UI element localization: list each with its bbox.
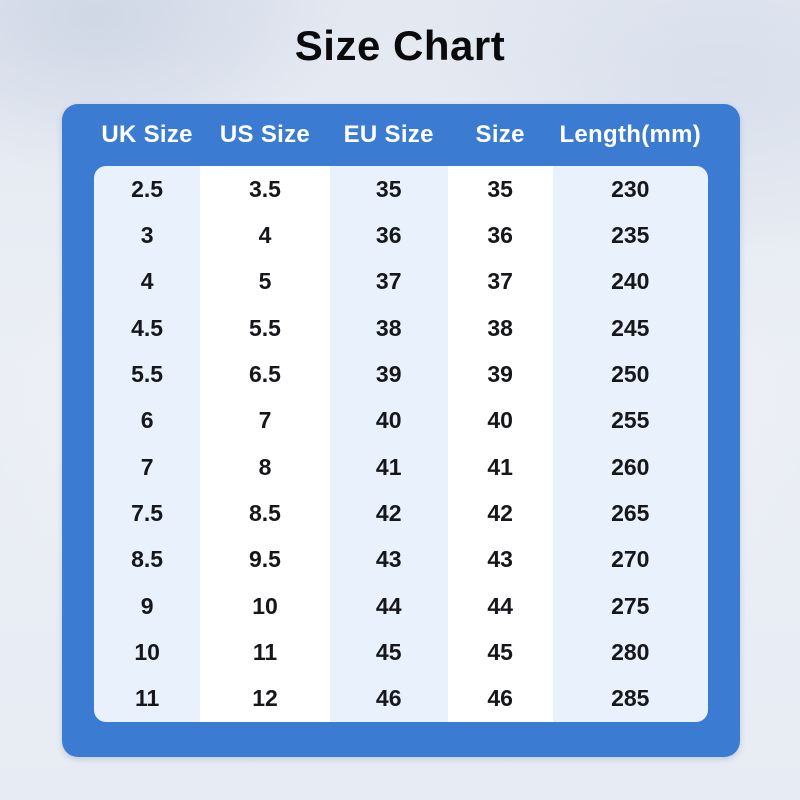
- table-cell: 46: [447, 675, 553, 722]
- table-cell: 35: [447, 166, 553, 213]
- table-cell: 275: [552, 582, 708, 630]
- table-cell: 7.5: [94, 490, 201, 537]
- table-row: 8.5 9.5 43 43 270: [94, 536, 708, 583]
- table-cell: 265: [552, 490, 708, 537]
- table-cell: 2.5: [94, 166, 201, 213]
- table-cell: 260: [552, 443, 708, 491]
- table-cell: 43: [447, 536, 553, 583]
- table-cell: 4: [200, 212, 330, 259]
- table-cell: 230: [552, 166, 708, 213]
- table-cell: 8: [200, 443, 330, 491]
- table-cell: 41: [447, 443, 553, 491]
- table-cell: 5.5: [94, 351, 201, 398]
- table-cell: 7: [200, 397, 330, 444]
- table-cell: 235: [552, 212, 708, 259]
- table-cell: 6: [94, 397, 201, 444]
- table-cell: 5: [200, 258, 330, 305]
- table-row: 7 8 41 41 260: [94, 443, 708, 491]
- table-row: 5.5 6.5 39 39 250: [94, 351, 708, 398]
- page-title: Size Chart: [294, 22, 506, 69]
- table-cell: 11: [200, 629, 330, 676]
- table-cell: 44: [329, 582, 448, 630]
- column-header-size: Size: [475, 121, 525, 148]
- table-cell: 240: [552, 258, 708, 305]
- column-header-uk-size: UK Size: [101, 121, 193, 148]
- table-cell: 45: [447, 629, 553, 676]
- table-cell: 41: [329, 443, 448, 491]
- table-cell: 43: [329, 536, 448, 583]
- table-cell: 38: [447, 304, 553, 352]
- table-cell: 270: [552, 536, 708, 583]
- table-cell: 5.5: [200, 304, 330, 352]
- table-row: 10 11 45 45 280: [94, 629, 708, 676]
- table-cell: 44: [447, 582, 553, 630]
- size-chart-panel: UK Size US Size EU Size Size Length(mm) 2.5 3…: [62, 104, 740, 757]
- table-cell: 38: [329, 304, 448, 352]
- table-header-row: UK Size US Size EU Size Size Length(mm): [94, 104, 708, 166]
- table-cell: 280: [552, 629, 708, 676]
- table-cell: 3.5: [200, 166, 330, 213]
- table-cell: 42: [329, 490, 448, 537]
- column-header-length-mm-: Length(mm): [559, 121, 702, 148]
- table-cell: 46: [329, 675, 448, 722]
- table-cell: 4: [94, 258, 201, 305]
- table-cell: 37: [329, 258, 448, 305]
- table-cell: 12: [200, 675, 330, 722]
- table-cell: 3: [94, 212, 201, 259]
- table-cell: 42: [447, 490, 553, 537]
- table-cell: 11: [94, 675, 201, 722]
- column-header-eu-size: EU Size: [343, 121, 434, 148]
- table-cell: 45: [329, 629, 448, 676]
- table-cell: 36: [447, 212, 553, 259]
- table-cell: 9: [94, 582, 201, 630]
- table-cell: 10: [200, 582, 330, 630]
- table-cell: 8.5: [94, 536, 201, 583]
- table-cell: 37: [447, 258, 553, 305]
- table-cell: 4.5: [94, 304, 201, 352]
- size-table-body: 2.5 3.5 35 35 230 3 4 36 36 235 4 5 37 37 240 4.5 5.5 38 3…: [94, 166, 708, 722]
- table-cell: 8.5: [200, 490, 330, 537]
- table-row: 4 5 37 37 240: [94, 258, 708, 305]
- table-cell: 6.5: [200, 351, 330, 398]
- table-cell: 7: [94, 443, 201, 491]
- table-row: 3 4 36 36 235: [94, 212, 708, 259]
- table-row: 9 10 44 44 275: [94, 582, 708, 630]
- table-row: 2.5 3.5 35 35 230: [94, 166, 708, 213]
- table-row: 11 12 46 46 285: [94, 675, 708, 722]
- table-cell: 9.5: [200, 536, 330, 583]
- table-cell: 40: [329, 397, 448, 444]
- column-header-us-size: US Size: [219, 121, 311, 148]
- table-cell: 36: [329, 212, 448, 259]
- table-cell: 35: [329, 166, 448, 213]
- table-cell: 40: [447, 397, 553, 444]
- table-cell: 39: [329, 351, 448, 398]
- table-cell: 10: [94, 629, 201, 676]
- table-cell: 285: [552, 675, 708, 722]
- table-cell: 255: [552, 397, 708, 444]
- table-row: 7.5 8.5 42 42 265: [94, 490, 708, 537]
- table-cell: 39: [447, 351, 553, 398]
- table-cell: 250: [552, 351, 708, 398]
- table-row: 4.5 5.5 38 38 245: [94, 304, 708, 352]
- table-row: 6 7 40 40 255: [94, 397, 708, 444]
- table-cell: 245: [552, 304, 708, 352]
